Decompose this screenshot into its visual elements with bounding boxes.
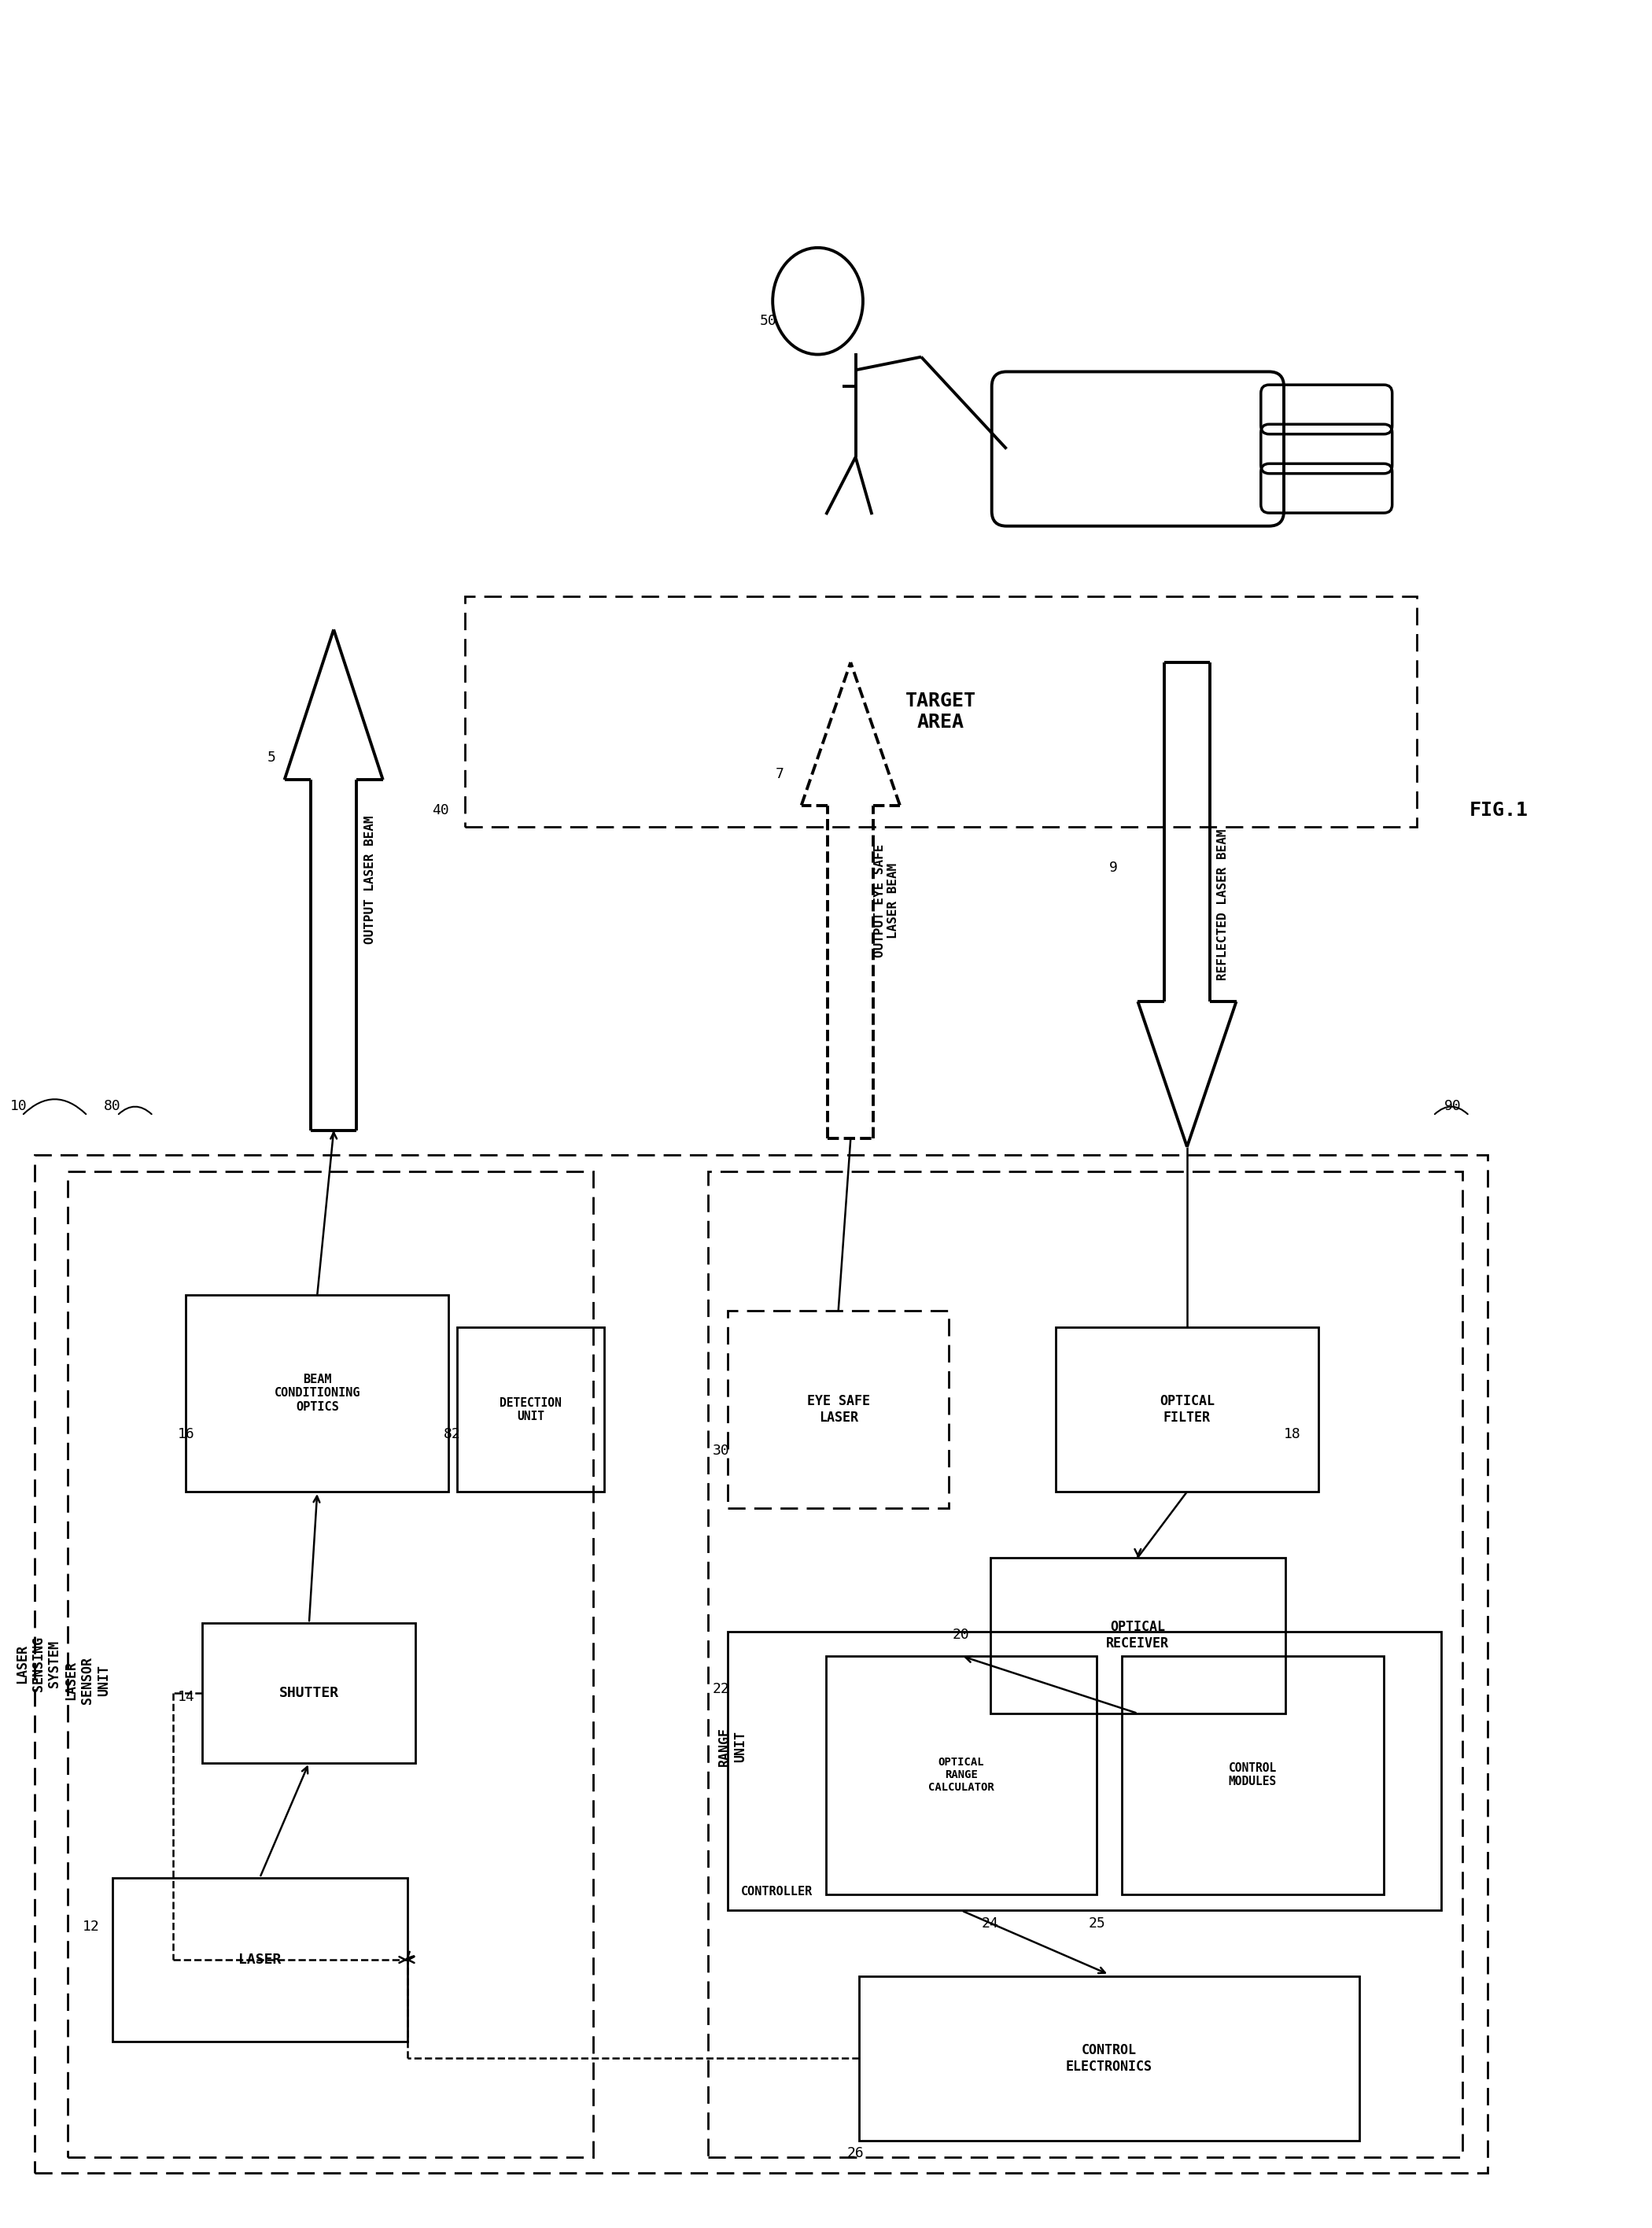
Text: 30: 30: [712, 1444, 730, 1457]
Text: 16: 16: [177, 1428, 195, 1442]
Text: 18: 18: [1284, 1428, 1300, 1442]
Text: LASER
SENSOR
UNIT: LASER SENSOR UNIT: [64, 1658, 111, 1704]
Bar: [187, 1294, 449, 1493]
Text: 20: 20: [952, 1626, 970, 1642]
Text: CONTROLLER: CONTROLLER: [740, 1885, 813, 1898]
Text: OPTICAL
FILTER: OPTICAL FILTER: [1160, 1395, 1214, 1426]
Text: 40: 40: [431, 802, 449, 818]
Bar: [727, 1310, 950, 1508]
Text: 24: 24: [981, 1916, 999, 1932]
Text: OPTICAL
RANGE
CALCULATOR: OPTICAL RANGE CALCULATOR: [928, 1756, 995, 1794]
Text: 9: 9: [1108, 860, 1117, 876]
Text: 80: 80: [104, 1098, 121, 1112]
Bar: [456, 1328, 605, 1493]
Text: OUTPUT LASER BEAM: OUTPUT LASER BEAM: [363, 815, 375, 945]
Bar: [990, 1557, 1285, 1713]
Text: TARGET
AREA: TARGET AREA: [905, 691, 976, 733]
Text: 82: 82: [443, 1428, 461, 1442]
Bar: [68, 1172, 593, 2157]
Text: OUTPUT EYE SAFE
LASER BEAM: OUTPUT EYE SAFE LASER BEAM: [874, 844, 899, 958]
Bar: [859, 1976, 1360, 2141]
Text: REFLECTED LASER BEAM: REFLECTED LASER BEAM: [1218, 829, 1229, 980]
Text: 14: 14: [177, 1689, 195, 1704]
Text: 90: 90: [1444, 1098, 1462, 1112]
Text: EYE SAFE
LASER: EYE SAFE LASER: [806, 1395, 869, 1426]
Text: 12: 12: [83, 1921, 99, 1934]
Text: 22: 22: [712, 1682, 730, 1696]
Text: CONTROL
MODULES: CONTROL MODULES: [1229, 1762, 1277, 1787]
Bar: [35, 1154, 1487, 2172]
Bar: [1056, 1328, 1318, 1493]
Text: 50: 50: [760, 314, 776, 328]
Bar: [1122, 1655, 1384, 1894]
Text: 7: 7: [776, 766, 785, 782]
Bar: [464, 597, 1417, 827]
Text: BEAM
CONDITIONING
OPTICS: BEAM CONDITIONING OPTICS: [274, 1375, 360, 1413]
Text: 25: 25: [1089, 1916, 1105, 1932]
Bar: [826, 1655, 1097, 1894]
Text: CONTROL
ELECTRONICS: CONTROL ELECTRONICS: [1066, 2043, 1153, 2074]
Text: RANGE
UNIT: RANGE UNIT: [717, 1727, 748, 1767]
Text: SHUTTER: SHUTTER: [279, 1687, 339, 1700]
Bar: [112, 1878, 408, 2041]
Bar: [203, 1624, 416, 1762]
Bar: [707, 1172, 1462, 2157]
Text: DETECTION
UNIT: DETECTION UNIT: [499, 1397, 562, 1421]
Text: OPTICAL
RECEIVER: OPTICAL RECEIVER: [1107, 1620, 1170, 1651]
Text: 26: 26: [847, 2146, 864, 2161]
Text: 10: 10: [10, 1098, 26, 1112]
Bar: [727, 1631, 1442, 1909]
Text: LASER
SENSING
SYSTEM: LASER SENSING SYSTEM: [15, 1638, 61, 1691]
Text: FIG.1: FIG.1: [1469, 800, 1528, 820]
Text: LASER: LASER: [238, 1952, 281, 1967]
Text: 5: 5: [268, 751, 276, 764]
